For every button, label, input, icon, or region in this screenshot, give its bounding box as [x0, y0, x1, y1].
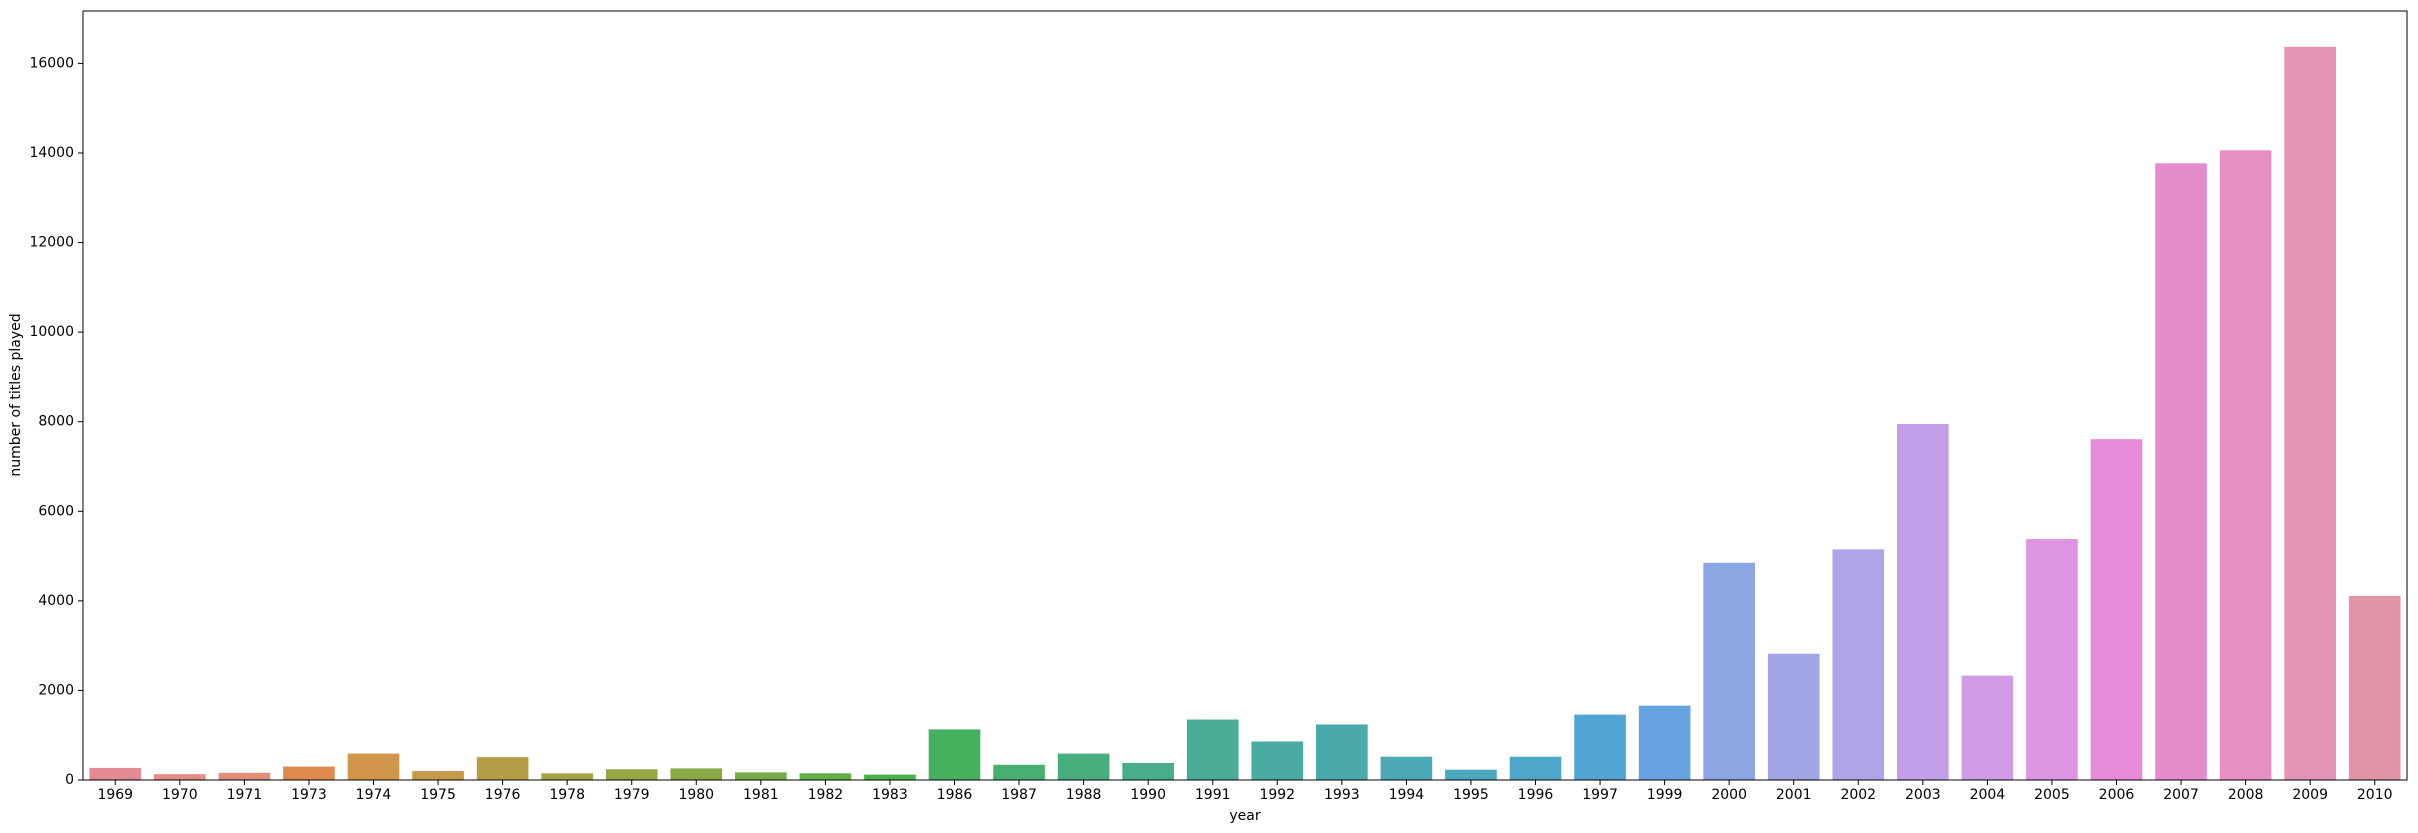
bar — [799, 773, 852, 780]
plot-frame — [82, 10, 2408, 781]
bar — [1574, 714, 1626, 780]
x-tick-label: 1979 — [614, 787, 650, 803]
y-tick-label: 6000 — [38, 503, 74, 519]
x-tick-label: 1981 — [743, 787, 779, 803]
x-tick-label: 1988 — [1066, 787, 1102, 803]
bar — [1057, 753, 1110, 780]
x-tick-label: 1973 — [291, 787, 327, 803]
bar — [154, 774, 206, 780]
x-tick-label: 1976 — [485, 787, 521, 803]
x-tick-label: 2006 — [2099, 787, 2135, 803]
bar — [1509, 756, 1562, 780]
bar — [864, 774, 916, 780]
bar — [1316, 724, 1368, 780]
x-tick-label: 1997 — [1582, 787, 1618, 803]
x-tick-label: 1990 — [1130, 787, 1166, 803]
y-tick-label: 2000 — [38, 682, 74, 698]
x-tick-label: 2009 — [2292, 787, 2328, 803]
bar — [993, 764, 1045, 780]
x-tick-label: 1987 — [1001, 787, 1037, 803]
bar — [1186, 719, 1239, 780]
bar — [218, 772, 271, 780]
x-tick-label: 1996 — [1518, 787, 1554, 803]
bar — [928, 729, 981, 780]
x-tick-label: 1999 — [1647, 787, 1683, 803]
bar — [2026, 539, 2078, 780]
x-tick-label: 1974 — [356, 787, 392, 803]
x-axis-label: year — [1229, 808, 1260, 824]
bar — [1445, 769, 1497, 780]
bar — [1251, 741, 1304, 780]
x-tick-label: 1995 — [1453, 787, 1489, 803]
x-tick-label: 1983 — [872, 787, 908, 803]
bar — [605, 769, 658, 780]
bar — [2284, 46, 2336, 780]
bar — [1897, 423, 1949, 780]
bar — [1380, 756, 1433, 780]
y-tick-label: 4000 — [38, 593, 74, 609]
x-tick-label: 2000 — [1711, 787, 1747, 803]
x-tick-label: 1993 — [1324, 787, 1360, 803]
bar — [476, 757, 529, 780]
x-tick-label: 2005 — [2034, 787, 2070, 803]
x-tick-label: 1978 — [549, 787, 585, 803]
bar — [2090, 439, 2143, 780]
bar — [670, 768, 723, 780]
y-tick-label: 14000 — [29, 145, 74, 161]
x-tick-label: 2008 — [2228, 787, 2264, 803]
y-tick-label: 0 — [65, 772, 74, 788]
bar — [2219, 150, 2272, 780]
y-tick-label: 16000 — [29, 55, 74, 71]
y-tick-label: 10000 — [29, 324, 74, 340]
bar — [1703, 562, 1755, 780]
x-tick-label: 1971 — [227, 787, 263, 803]
bar — [1638, 705, 1691, 780]
x-tick-label: 2002 — [1840, 787, 1876, 803]
bar — [1961, 675, 2014, 780]
bar — [2155, 163, 2207, 780]
y-tick-label: 12000 — [29, 235, 74, 251]
y-axis-label: number of titles played — [8, 313, 24, 476]
x-tick-label: 2003 — [1905, 787, 1941, 803]
x-tick-label: 1991 — [1195, 787, 1231, 803]
bar — [89, 767, 142, 780]
x-tick-label: 2001 — [1776, 787, 1812, 803]
x-tick-label: 1975 — [420, 787, 456, 803]
x-tick-label: 2010 — [2357, 787, 2393, 803]
x-tick-label: 2004 — [1970, 787, 2006, 803]
x-tick-label: 1980 — [678, 787, 714, 803]
x-tick-label: 1994 — [1389, 787, 1425, 803]
x-tick-label: 1969 — [97, 787, 133, 803]
bar — [1122, 762, 1174, 780]
x-tick-label: 1982 — [808, 787, 844, 803]
bar — [2348, 595, 2401, 780]
y-tick-label: 8000 — [38, 414, 74, 430]
x-tick-label: 1992 — [1259, 787, 1295, 803]
bar — [1832, 549, 1885, 780]
x-tick-label: 1970 — [162, 787, 198, 803]
bar — [541, 773, 593, 780]
bar — [347, 753, 400, 780]
x-tick-label: 1986 — [937, 787, 973, 803]
bar — [735, 772, 787, 780]
bar — [283, 766, 335, 780]
x-tick-label: 2007 — [2163, 787, 2199, 803]
bar — [1767, 653, 1820, 780]
bar — [412, 771, 464, 780]
